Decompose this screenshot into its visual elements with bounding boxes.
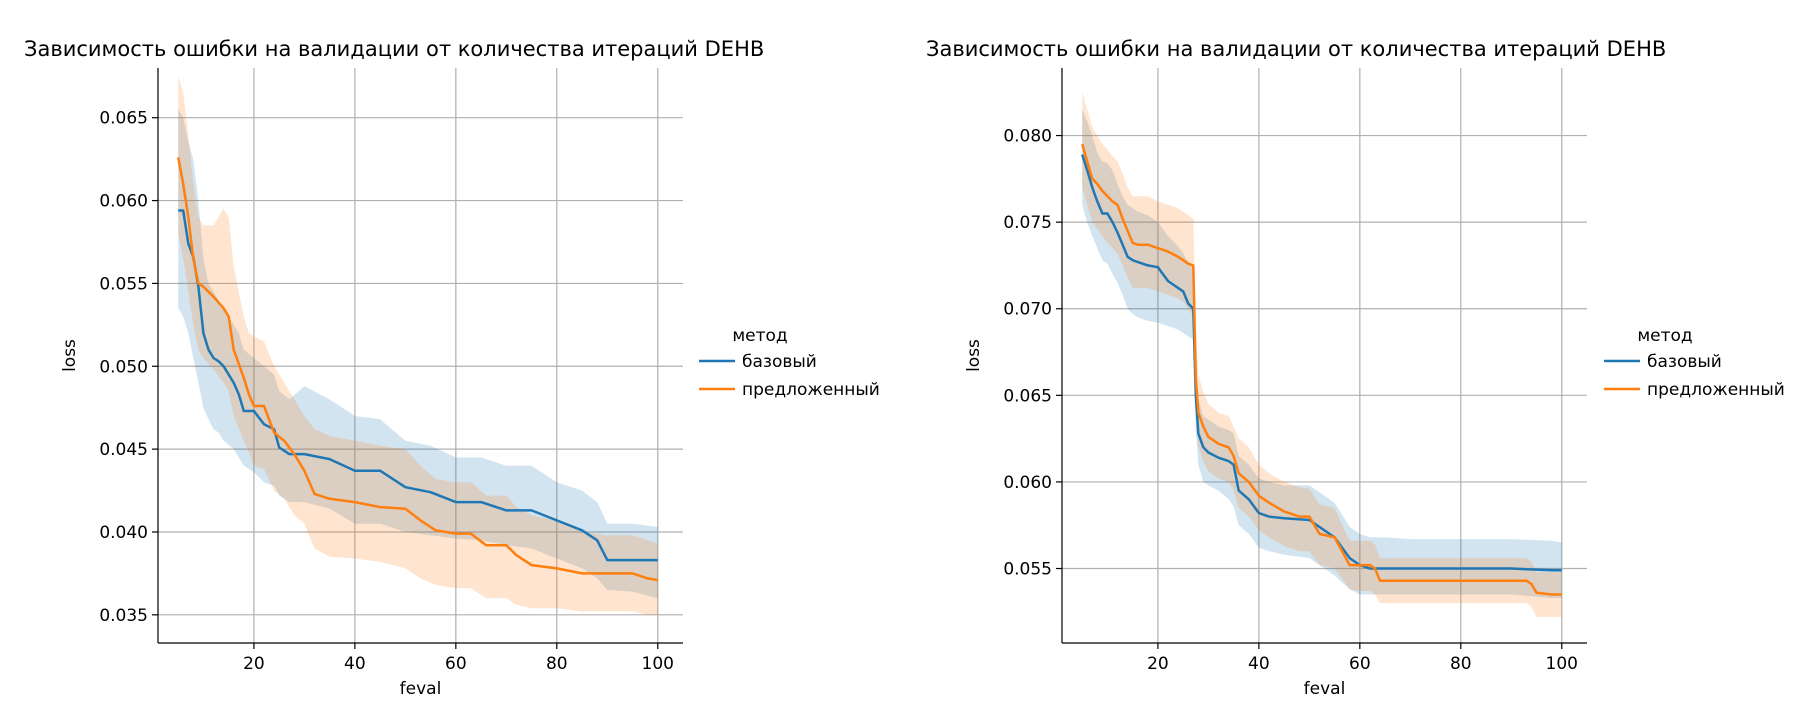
x-tick-label: 20 (1147, 654, 1169, 674)
legend: метод базовый предложенный (699, 326, 880, 400)
legend: метод базовый предложенный (1604, 326, 1785, 400)
x-tick-label: 20 (243, 654, 265, 674)
series-lines (176, 157, 658, 582)
x-tick-label: 80 (1450, 654, 1472, 674)
y-tick-label: 0.060 (99, 192, 148, 212)
x-tick-label: 40 (344, 654, 366, 674)
axes (1061, 68, 1587, 644)
legend-label-предложенный: предложенный (742, 380, 880, 400)
y-tick-label: 0.060 (1003, 473, 1052, 493)
y-tick-label: 0.065 (1003, 386, 1052, 406)
y-tick-label: 0.055 (99, 274, 148, 294)
x-axis-label: feval (400, 679, 442, 699)
x-tick-label: 60 (1349, 654, 1371, 674)
x-tick-label: 100 (1546, 654, 1578, 674)
tick-labels: 20 40 60 80 100 0.055 0.060 0.065 0.070 0.075 0.08… (1003, 127, 1578, 674)
grid (1062, 68, 1587, 643)
tick-labels: 20 40 60 80 100 0.035 0.040 0.045 0.050 0.055 0.06… (99, 109, 674, 674)
confidence-bands (1082, 92, 1562, 617)
legend-label-базовый: базовый (1647, 352, 1722, 372)
x-tick-label: 60 (445, 654, 467, 674)
y-axis-label: loss (60, 339, 80, 372)
chart-title: Зависимость ошибки на валидации от колич… (24, 37, 764, 61)
confidence-bands (178, 76, 658, 615)
y-tick-label: 0.080 (1003, 127, 1052, 147)
legend-label-предложенный: предложенный (1647, 380, 1785, 400)
y-axis-label: loss (964, 339, 984, 372)
x-tick-label: 40 (1248, 654, 1270, 674)
x-axis-label: feval (1304, 679, 1346, 699)
grid (158, 68, 683, 643)
band-предложенный (1082, 92, 1562, 617)
right-chart: Зависимость ошибки на валидации от колич… (926, 37, 1785, 699)
y-tick-label: 0.055 (1003, 560, 1052, 580)
legend-title: метод (1637, 326, 1692, 346)
axes (157, 68, 683, 644)
y-tick-label: 0.070 (1003, 300, 1052, 320)
x-tick-label: 80 (546, 654, 568, 674)
x-tick-label: 100 (642, 654, 674, 674)
legend-label-базовый: базовый (742, 352, 817, 372)
band-предложенный (178, 76, 658, 615)
y-tick-label: 0.040 (99, 523, 148, 543)
series-lines (1080, 143, 1562, 596)
series-line-базовый (178, 209, 658, 562)
y-tick-label: 0.050 (99, 357, 148, 377)
y-tick-label: 0.075 (1003, 213, 1052, 233)
y-tick-label: 0.035 (99, 606, 148, 626)
chart-title: Зависимость ошибки на валидации от колич… (926, 37, 1666, 61)
series-line-предложенный (1080, 143, 1562, 596)
legend-title: метод (732, 326, 787, 346)
left-chart: Зависимость ошибки на валидации от колич… (24, 37, 880, 699)
band-базовый (1082, 109, 1562, 598)
y-tick-label: 0.065 (99, 109, 148, 129)
band-базовый (178, 109, 658, 599)
series-line-предложенный (176, 157, 658, 582)
y-tick-label: 0.045 (99, 440, 148, 460)
